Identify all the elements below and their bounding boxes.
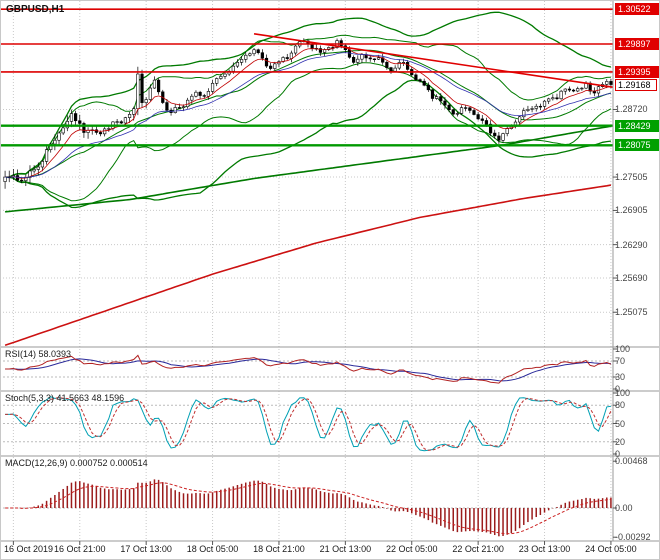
time-tick-label: 21 Oct 13:00 [319,544,372,554]
time-axis: 16 Oct 2019 16 Oct 21:00 17 Oct 13:00 18 Oc… [1,542,659,559]
time-tick-label: 16 Oct 2019 [4,544,54,554]
time-tick-label: 18 Oct 21:00 [253,544,305,554]
macd-indicator-label: MACD(12,26,9) 0.000752 0.000514 [5,458,148,468]
time-tick-label: 17 Oct 13:00 [120,544,172,554]
time-tick-label: 23 Oct 13:00 [518,544,571,554]
time-tick-label: 24 Oct 05:00 [585,544,637,554]
time-tick-label: 22 Oct 21:00 [452,544,504,554]
time-tick-label: 18 Oct 05:00 [186,544,239,554]
stoch-indicator-label: Stoch(5,3,3) 41.5663 48.1596 [5,393,125,403]
time-tick-label: 16 Oct 21:00 [53,544,106,554]
symbol-timeframe-label: GBPUSD,H1 [6,4,65,15]
time-tick-label: 22 Oct 05:00 [385,544,438,554]
rsi-indicator-label: RSI(14) 58.0393 [5,349,72,359]
